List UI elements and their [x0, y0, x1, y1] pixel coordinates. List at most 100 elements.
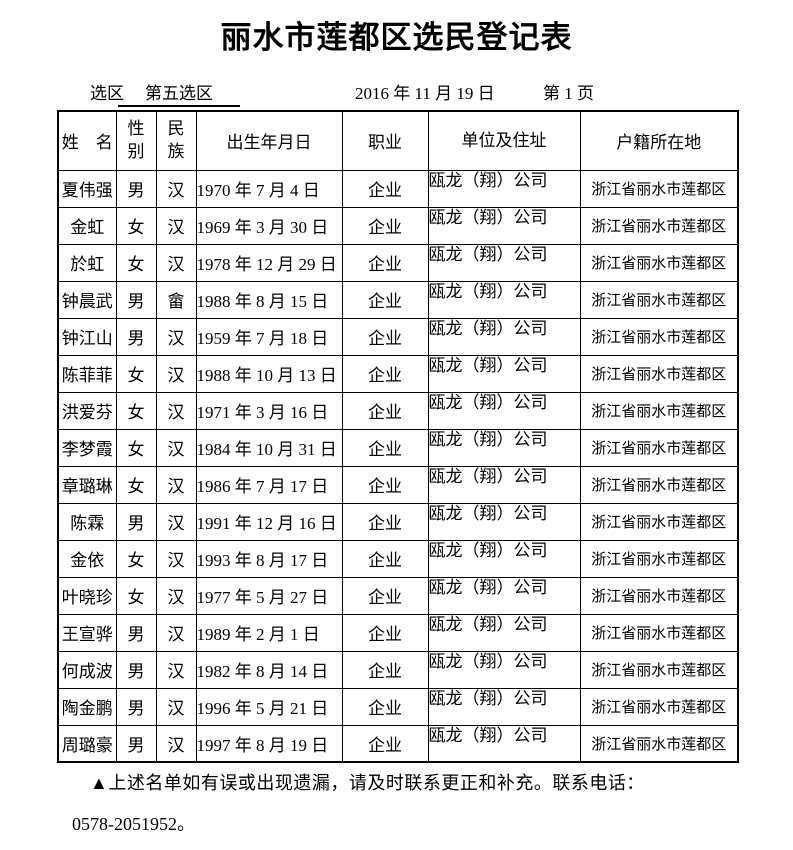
cell-occupation: 企业: [341, 354, 429, 393]
cell-region: 浙江省丽水市莲都区: [579, 465, 739, 504]
cell-name: 章璐琳: [57, 465, 117, 504]
cell-gender: 女: [115, 465, 157, 504]
cell-name: 叶晓珍: [57, 576, 117, 615]
header-row: 姓 名 性别 民族 出生年月日 职业 单位及住址 户籍所在地: [57, 110, 739, 171]
cell-occupation: 企业: [341, 650, 429, 689]
table-row: 陈霖 男 汉 1991 年 12 月 16 日 企业 瓯龙（翔）公司 浙江省丽水…: [57, 502, 739, 541]
cell-region: 浙江省丽水市莲都区: [579, 576, 739, 615]
voter-table: 姓 名 性别 民族 出生年月日 职业 单位及住址 户籍所在地 夏伟强 男 汉 1…: [57, 110, 739, 763]
cell-name: 於虹: [57, 243, 117, 282]
cell-occupation: 企业: [341, 428, 429, 467]
table-row: 章璐琳 女 汉 1986 年 7 月 17 日 企业 瓯龙（翔）公司 浙江省丽水…: [57, 465, 739, 504]
header-ethnicity: 民族: [155, 110, 197, 171]
cell-ethnicity: 汉: [155, 539, 197, 578]
cell-region: 浙江省丽水市莲都区: [579, 724, 739, 763]
cell-name: 王宣骅: [57, 613, 117, 652]
header-ethnicity-label: 民族: [167, 118, 185, 161]
cell-gender: 男: [115, 687, 157, 726]
cell-occupation: 企业: [341, 243, 429, 282]
cell-company: 瓯龙（翔）公司: [427, 169, 581, 208]
cell-region: 浙江省丽水市莲都区: [579, 687, 739, 726]
cell-ethnicity: 汉: [155, 650, 197, 689]
table-row: 钟江山 男 汉 1959 年 7 月 18 日 企业 瓯龙（翔）公司 浙江省丽水…: [57, 317, 739, 356]
cell-ethnicity: 汉: [155, 687, 197, 726]
header-name: 姓 名: [57, 110, 117, 171]
cell-name: 何成波: [57, 650, 117, 689]
cell-name: 陶金鹏: [57, 687, 117, 726]
cell-region: 浙江省丽水市莲都区: [579, 317, 739, 356]
cell-gender: 女: [115, 206, 157, 245]
cell-company: 瓯龙（翔）公司: [427, 354, 581, 393]
header-gender: 性别: [115, 110, 157, 171]
cell-company: 瓯龙（翔）公司: [427, 502, 581, 541]
cell-name: 金依: [57, 539, 117, 578]
cell-ethnicity: 汉: [155, 428, 197, 467]
header-gender-label: 性别: [127, 118, 145, 161]
cell-company: 瓯龙（翔）公司: [427, 687, 581, 726]
cell-region: 浙江省丽水市莲都区: [579, 280, 739, 319]
table-row: 李梦霞 女 汉 1984 年 10 月 31 日 企业 瓯龙（翔）公司 浙江省丽…: [57, 428, 739, 467]
cell-company: 瓯龙（翔）公司: [427, 465, 581, 504]
table-row: 陈菲菲 女 汉 1988 年 10 月 13 日 企业 瓯龙（翔）公司 浙江省丽…: [57, 354, 739, 393]
cell-name: 钟晨武: [57, 280, 117, 319]
cell-birthdate: 1997 年 8 月 19 日: [195, 724, 343, 763]
cell-gender: 女: [115, 354, 157, 393]
table-row: 何成波 男 汉 1982 年 8 月 14 日 企业 瓯龙（翔）公司 浙江省丽水…: [57, 650, 739, 689]
cell-region: 浙江省丽水市莲都区: [579, 243, 739, 282]
cell-gender: 男: [115, 613, 157, 652]
cell-ethnicity: 汉: [155, 613, 197, 652]
page-title: 丽水市莲都区选民登记表: [220, 20, 573, 55]
cell-ethnicity: 汉: [155, 206, 197, 245]
cell-occupation: 企业: [341, 206, 429, 245]
cell-name: 洪爱芬: [57, 391, 117, 430]
cell-ethnicity: 汉: [155, 317, 197, 356]
cell-name: 金虹: [57, 206, 117, 245]
cell-birthdate: 1959 年 7 月 18 日: [195, 317, 343, 356]
cell-occupation: 企业: [341, 539, 429, 578]
table-row: 夏伟强 男 汉 1970 年 7 月 4 日 企业 瓯龙（翔）公司 浙江省丽水市…: [57, 169, 739, 208]
table-row: 周璐豪 男 汉 1997 年 8 月 19 日 企业 瓯龙（翔）公司 浙江省丽水…: [57, 724, 739, 763]
cell-occupation: 企业: [341, 280, 429, 319]
cell-company: 瓯龙（翔）公司: [427, 317, 581, 356]
cell-occupation: 企业: [341, 724, 429, 763]
cell-region: 浙江省丽水市莲都区: [579, 502, 739, 541]
cell-occupation: 企业: [341, 169, 429, 208]
cell-ethnicity: 汉: [155, 354, 197, 393]
cell-birthdate: 1969 年 3 月 30 日: [195, 206, 343, 245]
cell-gender: 女: [115, 428, 157, 467]
cell-ethnicity: 汉: [155, 502, 197, 541]
cell-company: 瓯龙（翔）公司: [427, 650, 581, 689]
cell-birthdate: 1991 年 12 月 16 日: [195, 502, 343, 541]
cell-gender: 男: [115, 502, 157, 541]
cell-ethnicity: 汉: [155, 391, 197, 430]
cell-occupation: 企业: [341, 391, 429, 430]
table-row: 金虹 女 汉 1969 年 3 月 30 日 企业 瓯龙（翔）公司 浙江省丽水市…: [57, 206, 739, 245]
table-row: 於虹 女 汉 1978 年 12 月 29 日 企业 瓯龙（翔）公司 浙江省丽水…: [57, 243, 739, 282]
cell-region: 浙江省丽水市莲都区: [579, 650, 739, 689]
cell-birthdate: 1982 年 8 月 14 日: [195, 650, 343, 689]
cell-region: 浙江省丽水市莲都区: [579, 391, 739, 430]
table-row: 金依 女 汉 1993 年 8 月 17 日 企业 瓯龙（翔）公司 浙江省丽水市…: [57, 539, 739, 578]
cell-gender: 男: [115, 724, 157, 763]
cell-company: 瓯龙（翔）公司: [427, 576, 581, 615]
cell-occupation: 企业: [341, 687, 429, 726]
cell-gender: 女: [115, 243, 157, 282]
table-row: 叶晓珍 女 汉 1977 年 5 月 27 日 企业 瓯龙（翔）公司 浙江省丽水…: [57, 576, 739, 615]
cell-ethnicity: 汉: [155, 576, 197, 615]
header-region: 户籍所在地: [579, 110, 739, 171]
cell-name: 周璐豪: [57, 724, 117, 763]
cell-company: 瓯龙（翔）公司: [427, 428, 581, 467]
cell-region: 浙江省丽水市莲都区: [579, 428, 739, 467]
cell-name: 陈霖: [57, 502, 117, 541]
cell-occupation: 企业: [341, 317, 429, 356]
cell-birthdate: 1989 年 2 月 1 日: [195, 613, 343, 652]
cell-ethnicity: 汉: [155, 724, 197, 763]
cell-occupation: 企业: [341, 502, 429, 541]
cell-region: 浙江省丽水市莲都区: [579, 613, 739, 652]
cell-gender: 女: [115, 539, 157, 578]
table-row: 陶金鹏 男 汉 1996 年 5 月 21 日 企业 瓯龙（翔）公司 浙江省丽水…: [57, 687, 739, 726]
voter-table-header: 姓 名 性别 民族 出生年月日 职业 单位及住址 户籍所在地: [57, 110, 739, 171]
cell-gender: 女: [115, 391, 157, 430]
cell-company: 瓯龙（翔）公司: [427, 391, 581, 430]
